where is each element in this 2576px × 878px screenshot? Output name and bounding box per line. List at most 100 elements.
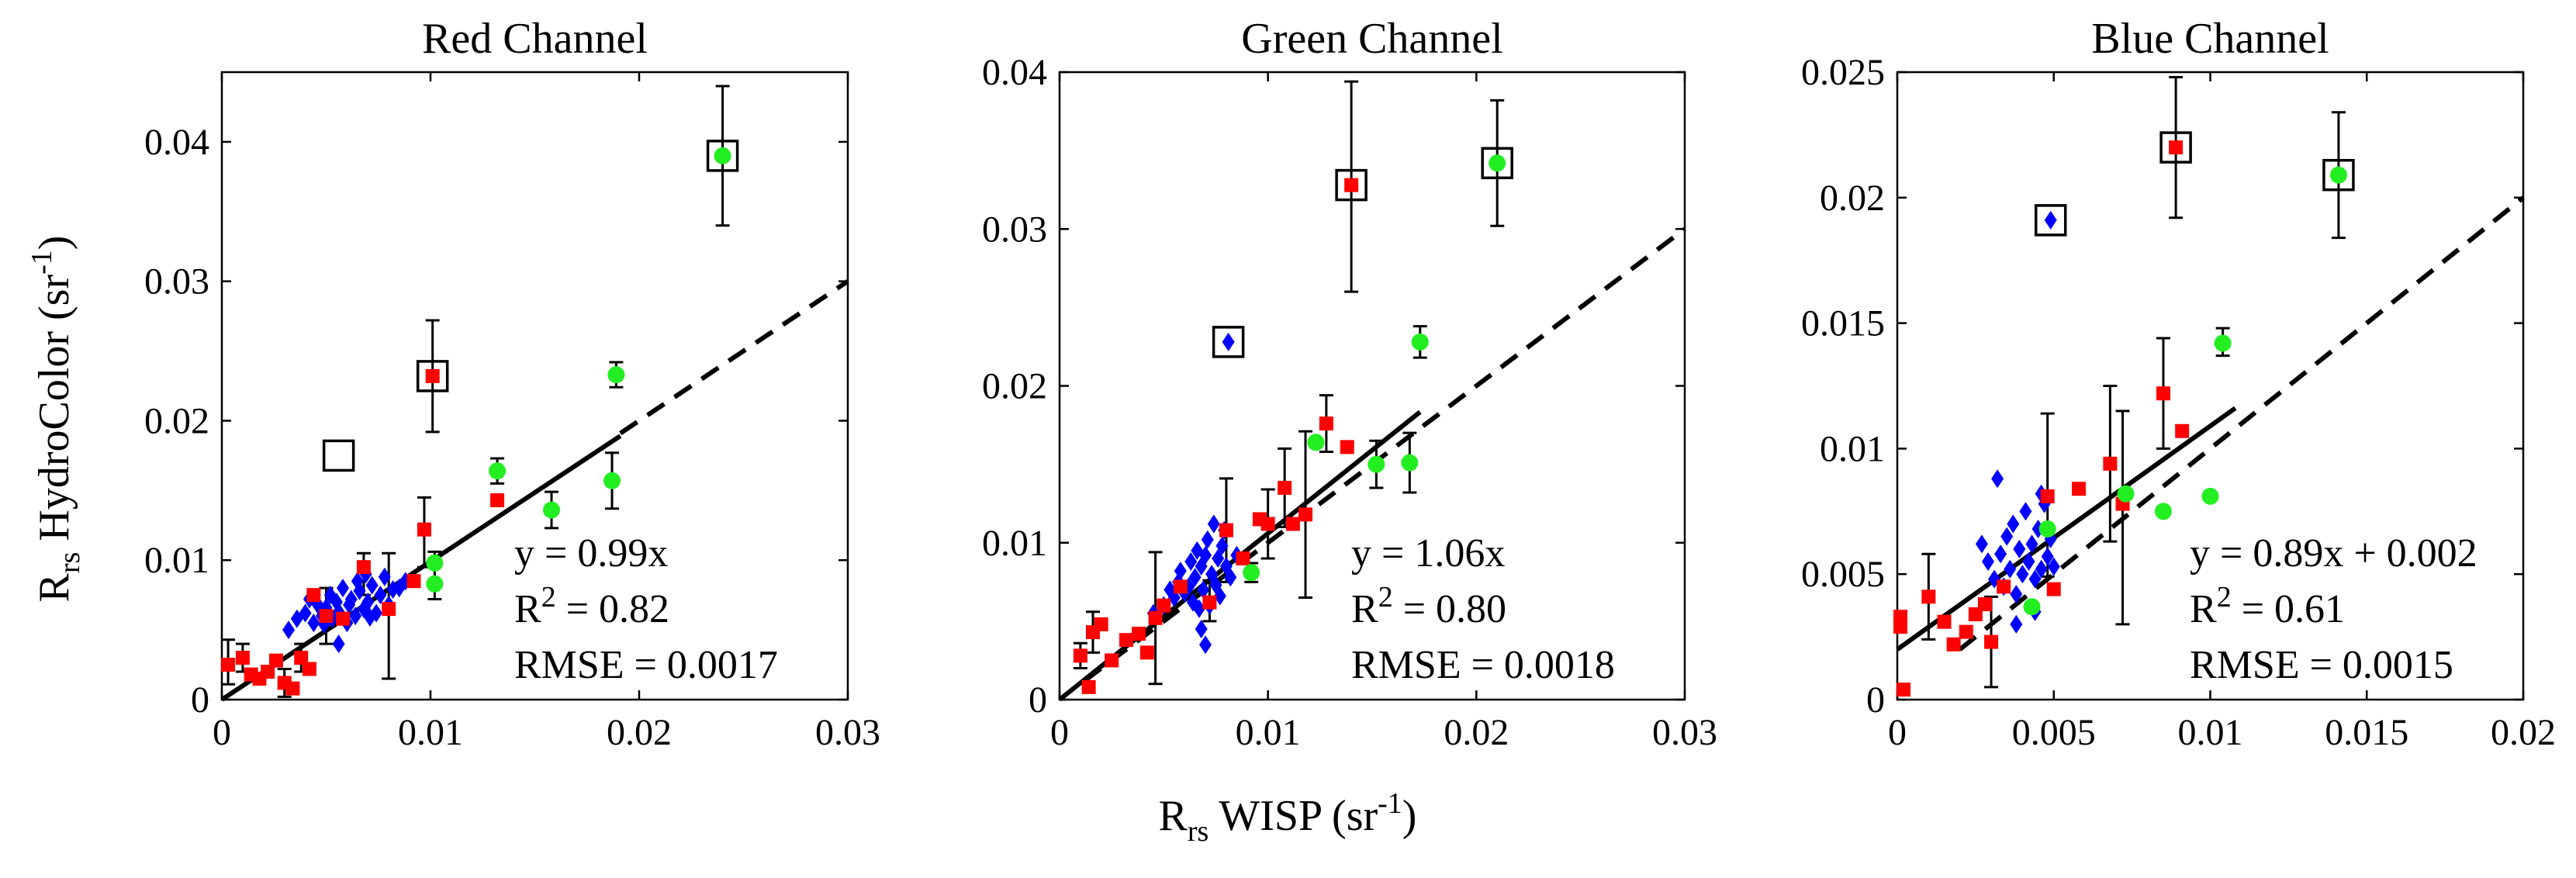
blue-channel-green-point bbox=[2329, 166, 2347, 184]
red-channel-green-point bbox=[603, 472, 621, 489]
blue-channel-blue-point bbox=[2028, 569, 2042, 589]
red-channel-axes-box bbox=[220, 71, 849, 701]
green-channel-green-point bbox=[1243, 564, 1260, 582]
blue-channel-red-point bbox=[2156, 386, 2170, 401]
blue-channel-green-point bbox=[2201, 487, 2219, 505]
green-channel-blue-point bbox=[1199, 545, 1212, 565]
blue-channel-blue-point bbox=[2007, 514, 2020, 534]
green-channel-red-point bbox=[1344, 178, 1359, 192]
red-channel-blue-point bbox=[299, 603, 312, 623]
green-channel-red-point bbox=[1340, 440, 1354, 455]
blue-channel-r-squared: R2 = 0.61 bbox=[2190, 581, 2345, 631]
green-channel-r-squared: R2 = 0.80 bbox=[1351, 581, 1506, 631]
x-axis-label: Rrs WISP (sr-1) bbox=[1159, 787, 1417, 848]
green-channel-y-tick-label: 0.03 bbox=[982, 209, 1047, 250]
blue-channel-x-tick-label: 0.005 bbox=[2012, 712, 2096, 753]
blue-channel-green-point bbox=[2117, 485, 2135, 503]
green-channel-green-point bbox=[1307, 434, 1325, 451]
red-channel-title: Red Channel bbox=[422, 15, 648, 63]
green-channel-blue-point bbox=[1201, 530, 1214, 549]
green-channel-y-tick-label: 0.02 bbox=[982, 366, 1047, 407]
red-channel-y-tick-label: 0 bbox=[191, 679, 209, 721]
green-channel-green-point bbox=[1489, 154, 1506, 172]
red-channel-outlier-box bbox=[416, 360, 449, 392]
blue-channel-red-point bbox=[2103, 456, 2118, 471]
x-axis-label-close: ) bbox=[1402, 792, 1417, 840]
blue-channel-x-tick-label: 0.01 bbox=[2178, 712, 2243, 753]
blue-channel-blue-point bbox=[1975, 534, 1988, 554]
red-channel-r-squared-value: = 0.82 bbox=[556, 587, 669, 631]
green-channel-r-squared-value: = 0.80 bbox=[1393, 587, 1506, 631]
red-channel-red-point bbox=[425, 368, 440, 383]
green-channel-one-to-one-line bbox=[1083, 226, 1686, 683]
red-channel-red-point bbox=[268, 653, 283, 668]
y-axis-label-main: R bbox=[30, 572, 78, 602]
green-channel-x-tick-label: 0.01 bbox=[1236, 712, 1301, 753]
red-channel-blue-point bbox=[386, 579, 399, 599]
blue-channel-red-point bbox=[1997, 579, 2011, 594]
blue-channel-blue-point bbox=[2010, 585, 2023, 604]
red-channel-y-tick-label: 0.04 bbox=[144, 122, 209, 163]
red-channel-blue-point bbox=[363, 607, 376, 627]
blue-channel-red-point bbox=[1984, 634, 1999, 649]
green-channel-title: Green Channel bbox=[1241, 15, 1502, 63]
x-axis-label-main: R bbox=[1159, 792, 1188, 840]
green-channel-x-tick-label: 0 bbox=[1050, 712, 1069, 753]
green-channel-red-point bbox=[1105, 653, 1119, 668]
blue-channel-y-tick-label: 0.015 bbox=[1801, 303, 1885, 344]
blue-channel-panel: Blue Channel 0 0.005 0.01 0.015 0.02 0 0.005 0.0… bbox=[1801, 15, 2556, 753]
green-channel-green-point bbox=[1411, 333, 1429, 351]
blue-channel-r-squared-value: = 0.61 bbox=[2232, 587, 2345, 631]
blue-channel-y-tick-label: 0.02 bbox=[1820, 178, 1885, 219]
red-channel-y-tick-label: 0.03 bbox=[144, 261, 209, 302]
green-channel-r-squared-label: R bbox=[1351, 587, 1378, 631]
blue-channel-blue-point bbox=[2010, 614, 2023, 634]
green-channel-red-point bbox=[1081, 679, 1096, 694]
green-channel-blue-point bbox=[1174, 562, 1187, 581]
blue-channel-blue-point bbox=[2004, 559, 2017, 579]
red-channel-panel: Red Channel 0 0.01 0.02 0.03 0 0.01 0.02 0.03 0.0… bbox=[144, 15, 880, 753]
y-axis-label: Rrs HydroColor (sr-1) bbox=[26, 236, 86, 603]
red-channel-blue-point bbox=[332, 634, 345, 654]
blue-channel-outlier-box bbox=[2034, 204, 2067, 237]
red-channel-green-point bbox=[543, 501, 561, 519]
green-channel-blue-point bbox=[1199, 635, 1212, 655]
red-channel-blue-point bbox=[349, 607, 362, 626]
red-channel-green-point bbox=[426, 575, 444, 593]
green-channel-blue-point bbox=[1222, 332, 1235, 351]
green-channel-outlier-box bbox=[1481, 147, 1513, 180]
red-channel-red-point bbox=[221, 658, 236, 672]
green-channel-blue-point bbox=[1212, 548, 1225, 568]
blue-channel-green-point bbox=[2023, 598, 2041, 616]
red-channel-green-point bbox=[426, 554, 444, 572]
green-channel-r-squared-sup: 2 bbox=[1378, 581, 1393, 614]
red-channel-fit-equation: y = 0.99x bbox=[514, 531, 668, 576]
blue-channel-red-point bbox=[1937, 614, 1952, 629]
red-channel-blue-point bbox=[361, 593, 375, 612]
red-channel-red-point bbox=[336, 611, 351, 626]
red-channel-blue-point bbox=[353, 581, 366, 600]
green-channel-blue-point bbox=[1193, 599, 1206, 618]
green-channel-red-point bbox=[1236, 551, 1250, 565]
blue-channel-red-point bbox=[1921, 589, 1936, 604]
blue-channel-blue-point bbox=[2000, 527, 2014, 546]
red-channel-green-point bbox=[607, 366, 625, 384]
blue-channel-y-tick-label: 0.01 bbox=[1820, 428, 1885, 469]
blue-channel-blue-point bbox=[1991, 469, 2004, 489]
red-channel-x-tick-label: 0.01 bbox=[398, 712, 463, 753]
red-channel-outlier-box bbox=[706, 140, 739, 172]
red-channel-red-point bbox=[285, 681, 300, 696]
red-channel-red-point bbox=[356, 560, 371, 575]
blue-channel-green-point bbox=[2154, 503, 2172, 520]
red-channel-red-point bbox=[261, 665, 275, 679]
red-channel-red-point bbox=[235, 651, 250, 665]
red-channel-blue-point bbox=[307, 614, 320, 633]
blue-channel-blue-point bbox=[2013, 539, 2026, 558]
green-channel-red-point bbox=[1139, 645, 1154, 660]
red-channel-outlier-box bbox=[322, 439, 355, 472]
red-channel-red-point bbox=[302, 662, 316, 676]
red-channel-red-point bbox=[294, 651, 309, 665]
x-axis-label-sub: rs bbox=[1188, 815, 1208, 848]
red-channel-green-point bbox=[714, 147, 731, 164]
